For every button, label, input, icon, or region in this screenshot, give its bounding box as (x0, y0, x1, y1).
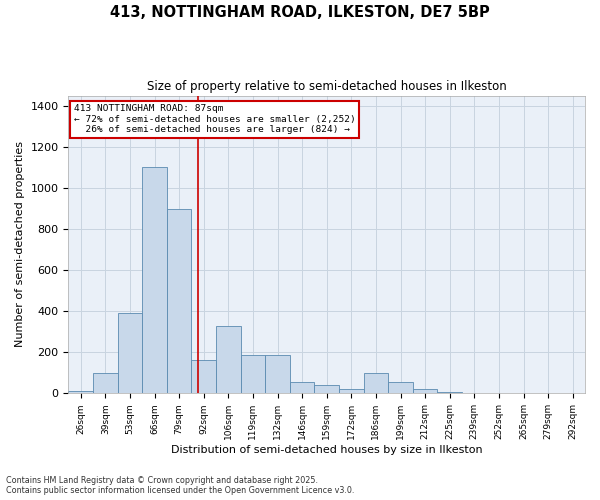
Title: Size of property relative to semi-detached houses in Ilkeston: Size of property relative to semi-detach… (147, 80, 506, 93)
Text: 413, NOTTINGHAM ROAD, ILKESTON, DE7 5BP: 413, NOTTINGHAM ROAD, ILKESTON, DE7 5BP (110, 5, 490, 20)
Text: 413 NOTTINGHAM ROAD: 87sqm
← 72% of semi-detached houses are smaller (2,252)
  2: 413 NOTTINGHAM ROAD: 87sqm ← 72% of semi… (74, 104, 355, 134)
Bar (68, 392, 93, 394)
Bar (314, 385, 339, 394)
Bar (93, 373, 118, 394)
Bar (462, 392, 487, 394)
Bar (290, 382, 314, 394)
Bar (167, 208, 191, 394)
Bar (364, 373, 388, 394)
Text: Contains HM Land Registry data © Crown copyright and database right 2025.
Contai: Contains HM Land Registry data © Crown c… (6, 476, 355, 495)
X-axis label: Distribution of semi-detached houses by size in Ilkeston: Distribution of semi-detached houses by … (171, 445, 482, 455)
Bar (241, 356, 265, 394)
Bar (191, 360, 216, 394)
Bar (388, 382, 413, 394)
Bar (142, 168, 167, 394)
Y-axis label: Number of semi-detached properties: Number of semi-detached properties (15, 142, 25, 348)
Bar (437, 392, 462, 394)
Bar (118, 314, 142, 394)
Bar (265, 356, 290, 394)
Bar (339, 389, 364, 394)
Bar (413, 389, 437, 394)
Bar (216, 326, 241, 394)
